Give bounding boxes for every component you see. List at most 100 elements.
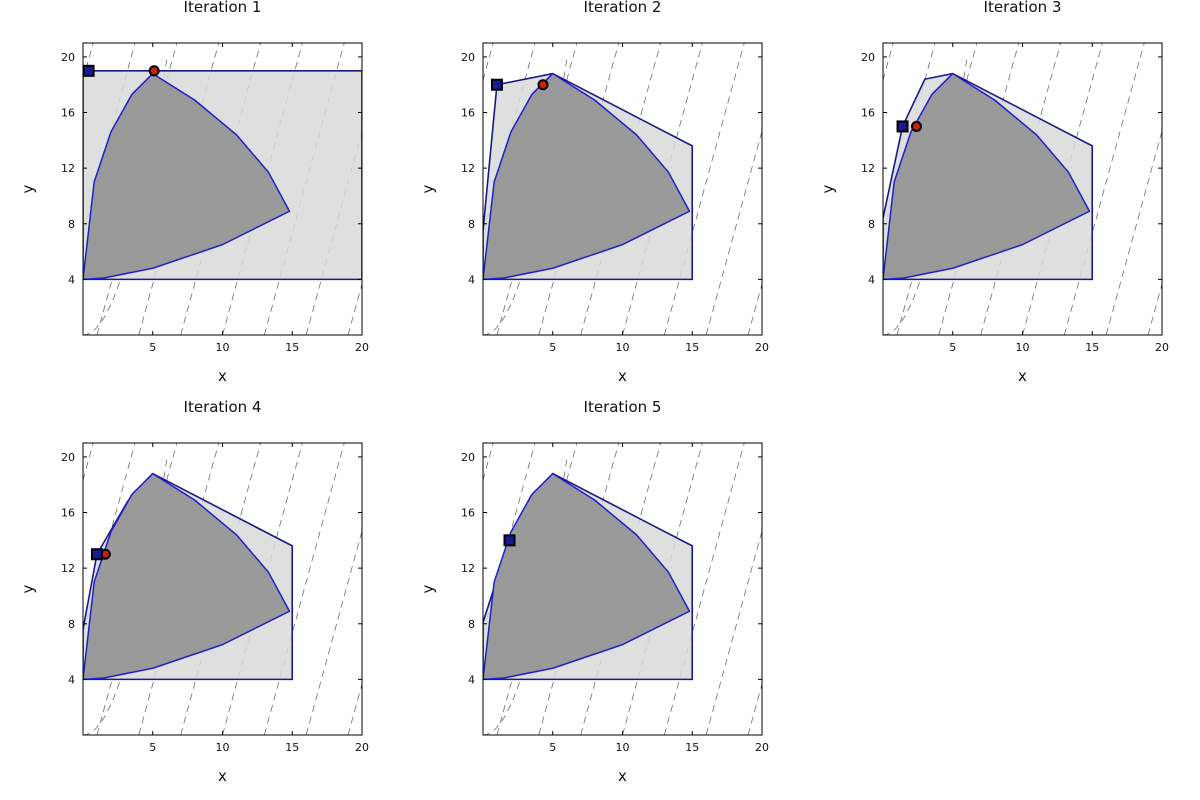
x-tick-label: 5 — [549, 741, 556, 754]
x-axis-label: x — [1018, 367, 1027, 385]
y-axis-label: y — [419, 184, 437, 193]
y-tick-label: 4 — [468, 673, 475, 686]
contour-line — [747, 282, 762, 335]
subplot-3: 5 10 15 20 4 8 12 16 20 Iteration 3 x y — [688, 0, 1169, 385]
y-tick-label: 16 — [61, 107, 75, 120]
contour-line — [263, 443, 345, 735]
contour-line — [663, 43, 745, 335]
square-marker — [90, 548, 103, 561]
contour-line — [663, 443, 745, 735]
y-tick-label: 20 — [61, 51, 75, 64]
y-axis-label: y — [19, 184, 37, 193]
x-tick-label: 5 — [149, 341, 156, 354]
y-tick-label: 16 — [461, 107, 475, 120]
contour-line — [483, 43, 494, 82]
contour-line — [0, 29, 13, 335]
y-tick-label: 8 — [68, 218, 75, 231]
contour-line — [705, 129, 762, 335]
y-tick-label: 16 — [61, 507, 75, 520]
feasible-region — [83, 72, 291, 281]
x-tick-label: 15 — [285, 741, 299, 754]
y-tick-label: 20 — [461, 51, 475, 64]
y-tick-label: 4 — [68, 273, 75, 286]
contour-line — [0, 429, 13, 735]
square-marker — [896, 120, 909, 133]
y-axis-label: y — [19, 584, 37, 593]
contour-line — [1147, 282, 1162, 335]
x-tick-label: 10 — [1016, 341, 1030, 354]
x-tick-label: 15 — [685, 341, 699, 354]
contour-line — [288, 429, 372, 735]
x-tick-label: 15 — [685, 741, 699, 754]
circle-marker — [537, 79, 549, 91]
x-tick-label: 10 — [616, 741, 630, 754]
subplot-title: Iteration 5 — [584, 398, 662, 416]
x-tick-label: 20 — [355, 741, 369, 754]
y-tick-label: 8 — [468, 618, 475, 631]
subplot-1: 5 10 15 20 4 8 12 16 20 Iteration 1 x y — [0, 0, 369, 385]
y-tick-label: 20 — [461, 451, 475, 464]
y-tick-label: 12 — [461, 562, 475, 575]
y-tick-label: 20 — [61, 451, 75, 464]
subplot-5: 5 10 15 20 4 8 12 16 20 Iteration 5 x y — [288, 398, 769, 785]
subplot-title: Iteration 4 — [184, 398, 262, 416]
contour-line — [83, 443, 94, 482]
x-tick-label: 10 — [616, 341, 630, 354]
subplot-title: Iteration 3 — [984, 0, 1062, 16]
y-tick-label: 20 — [861, 51, 875, 64]
y-tick-label: 8 — [868, 218, 875, 231]
contour-line — [371, 29, 455, 335]
y-tick-label: 12 — [461, 162, 475, 175]
x-tick-label: 5 — [149, 741, 156, 754]
contour-line — [330, 429, 414, 735]
x-tick-label: 10 — [216, 341, 230, 354]
x-tick-label: 15 — [1085, 341, 1099, 354]
y-tick-label: 4 — [68, 673, 75, 686]
feasible-region — [483, 72, 691, 281]
y-axis-label: y — [419, 584, 437, 593]
y-tick-label: 16 — [861, 107, 875, 120]
x-axis-label: x — [618, 367, 627, 385]
plot-area — [371, 29, 762, 335]
x-tick-label: 15 — [285, 341, 299, 354]
contour-line — [771, 29, 855, 335]
x-tick-label: 5 — [549, 341, 556, 354]
contour-line — [730, 29, 814, 335]
y-tick-label: 8 — [468, 218, 475, 231]
contour-line — [0, 29, 55, 335]
x-tick-label: 5 — [949, 341, 956, 354]
square-marker — [82, 64, 95, 77]
y-tick-label: 12 — [861, 162, 875, 175]
contour-line — [1105, 129, 1162, 335]
y-tick-label: 8 — [68, 618, 75, 631]
subplot-2: 5 10 15 20 4 8 12 16 20 Iteration 2 x y — [371, 0, 769, 385]
contour-line — [371, 429, 455, 735]
square-marker — [503, 534, 516, 547]
x-axis-label: x — [218, 767, 227, 785]
y-tick-label: 16 — [461, 507, 475, 520]
x-axis-label: x — [618, 767, 627, 785]
x-axis-label: x — [218, 367, 227, 385]
circle-marker — [148, 65, 160, 77]
x-tick-label: 20 — [1155, 341, 1169, 354]
contour-line — [0, 429, 55, 735]
y-tick-label: 4 — [468, 273, 475, 286]
y-tick-label: 4 — [868, 273, 875, 286]
subplot-title: Iteration 2 — [584, 0, 662, 16]
subplot-title: Iteration 1 — [184, 0, 262, 16]
feasible-region — [83, 472, 291, 681]
subplot-4: 5 10 15 20 4 8 12 16 20 Iteration 4 x y — [0, 398, 369, 785]
contour-line — [688, 29, 772, 335]
square-marker — [490, 78, 503, 91]
x-tick-label: 20 — [755, 341, 769, 354]
plot-area — [0, 29, 362, 335]
x-tick-label: 10 — [216, 741, 230, 754]
feasible-region — [883, 72, 1091, 281]
contour-line — [347, 682, 362, 735]
x-tick-label: 20 — [355, 341, 369, 354]
contour-line — [1063, 43, 1145, 335]
contour-line — [483, 443, 494, 482]
circle-marker — [910, 120, 922, 132]
plot-area — [288, 429, 762, 735]
